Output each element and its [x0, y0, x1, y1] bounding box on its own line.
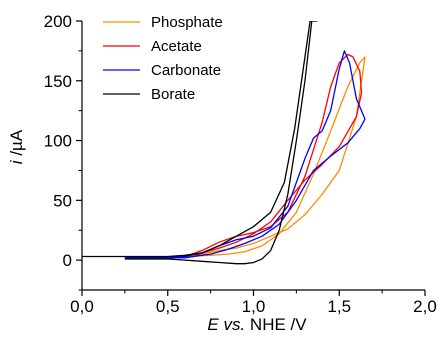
y-axis-title-rest: /µA [7, 129, 26, 160]
x-axis-title-rest: NHE /V [245, 315, 307, 334]
x-axis-title-italic: E vs. [207, 315, 245, 334]
legend-label-borate: Borate [151, 86, 195, 103]
y-tick-label-0: 0 [63, 251, 72, 270]
series-line-borate [82, 21, 318, 265]
legend: Phosphate Acetate Carbonate Borate [103, 14, 223, 103]
axes [81, 21, 425, 291]
y-tick-label-2: 100 [44, 132, 72, 151]
y-tick-label-3: 150 [44, 72, 72, 91]
x-axis-title: E vs. NHE /V [207, 315, 307, 334]
y-axis-title-italic: i [7, 159, 26, 164]
legend-label-acetate: Acetate [151, 38, 202, 55]
y-axis-title: i /µA [7, 129, 26, 164]
plot-curves [82, 21, 366, 265]
series-line-acetate [124, 53, 363, 259]
series-line-carbonate [124, 50, 366, 259]
x-tick-label-3: 1,5 [327, 297, 351, 316]
x-tick-label-2: 1,0 [242, 297, 266, 316]
y-tick-label-1: 50 [53, 191, 72, 210]
y-tick-label-4: 200 [44, 12, 72, 31]
legend-label-carbonate: Carbonate [151, 62, 221, 79]
ticks: 0,0 0,5 1,0 1,5 2,0 0 50 100 150 200 [44, 12, 437, 316]
x-tick-label-0: 0,0 [70, 297, 94, 316]
x-tick-label-4: 2,0 [413, 297, 437, 316]
legend-label-phosphate: Phosphate [151, 14, 223, 31]
x-tick-label-1: 0,5 [156, 297, 180, 316]
